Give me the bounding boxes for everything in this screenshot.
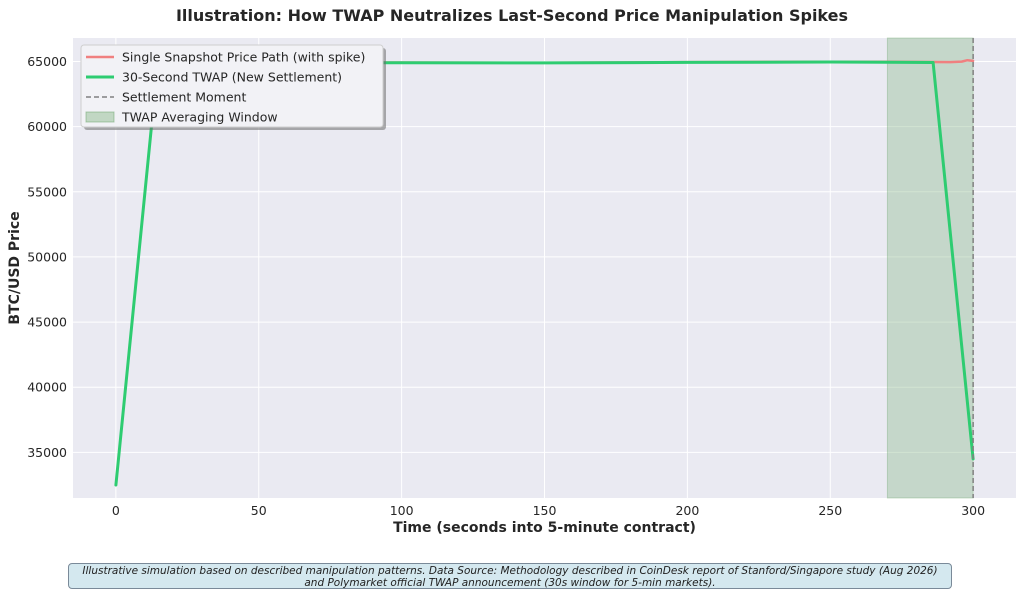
x-tick-label: 300 (961, 503, 985, 518)
y-tick-label: 40000 (27, 380, 67, 395)
chart-title: Illustration: How TWAP Neutralizes Last-… (175, 6, 849, 25)
x-tick-label: 150 (533, 503, 557, 518)
footnote-line-2: and Polymarket official TWAP announcemen… (304, 577, 716, 589)
legend-label-snapshot: Single Snapshot Price Path (with spike) (122, 50, 365, 65)
legend-swatch-window (85, 111, 115, 123)
legend: Single Snapshot Price Path (with spike) 3… (80, 44, 386, 130)
legend-box (80, 44, 384, 128)
x-tick-label: 50 (251, 503, 267, 518)
x-tick-label: 0 (112, 503, 120, 518)
legend-label-twap: 30-Second TWAP (New Settlement) (122, 70, 342, 85)
y-tick-label: 60000 (27, 119, 67, 134)
y-tick-label: 50000 (27, 249, 67, 264)
legend-label-settlement: Settlement Moment (122, 90, 246, 105)
y-tick-label: 45000 (27, 315, 67, 330)
y-axis-label: BTC/USD Price (7, 211, 23, 324)
twap-window-band (886, 37, 974, 499)
x-tick-label: 250 (818, 503, 842, 518)
source-footnote: Illustrative simulation based on describ… (68, 563, 952, 589)
x-tick-label: 100 (390, 503, 414, 518)
x-tick-label: 200 (675, 503, 699, 518)
footnote-line-1: Illustrative simulation based on describ… (82, 565, 938, 577)
x-axis-label: Time (seconds into 5-minute contract) (393, 520, 696, 536)
y-tick-label: 55000 (27, 184, 67, 199)
line-chart: 0 50 100 150 200 250 300 35000 40000 45000 50000 55… (7, 37, 1016, 536)
legend-label-window: TWAP Averaging Window (121, 110, 278, 125)
y-tick-label: 65000 (27, 54, 67, 69)
y-tick-label: 35000 (27, 445, 67, 460)
